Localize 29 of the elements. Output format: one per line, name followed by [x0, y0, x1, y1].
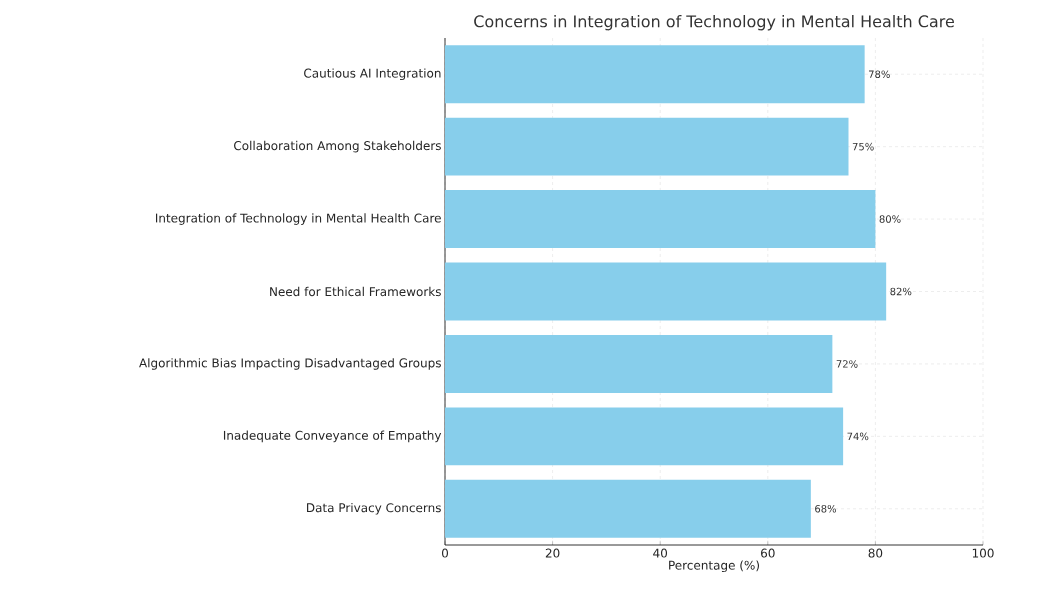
y-tick-label: Algorithmic Bias Impacting Disadvantaged Groups: [139, 358, 441, 370]
data-label: 75%: [852, 142, 874, 151]
data-label: 78%: [868, 70, 890, 78]
x-tick-label: 100: [972, 548, 994, 558]
bar: [445, 190, 876, 249]
x-tick-label: 40: [653, 548, 668, 558]
y-tick-label: Data Privacy Concerns: [307, 502, 441, 515]
data-label: 82%: [890, 287, 912, 296]
data-label: 68%: [815, 504, 837, 513]
data-label: 74%: [847, 432, 869, 441]
x-tick-label: 60: [761, 548, 775, 558]
y-tick-label: Need for Ethical Frameworks: [270, 286, 441, 297]
bar: [445, 479, 811, 538]
data-label: 72%: [836, 360, 858, 368]
y-tick-label: Integration of Technology in Mental Health Care: [155, 213, 441, 225]
bar: [445, 407, 844, 466]
bar: [445, 262, 887, 321]
y-tick-label: Cautious AI Integration: [304, 68, 441, 81]
chart-title: Concerns in Integration of Technology in Mental Health Care: [474, 14, 954, 31]
y-tick-label: Collaboration Among Stakeholders: [234, 140, 441, 153]
bar: [445, 334, 833, 393]
x-tick-label: 20: [545, 548, 560, 558]
bar: [445, 117, 849, 176]
x-tick-label: 80: [868, 548, 883, 558]
data-label: 80%: [879, 215, 901, 223]
y-tick-label: Inadequate Conveyance of Empathy: [223, 430, 442, 443]
x-tick-label: 0: [441, 548, 449, 558]
x-axis-title: Percentage (%): [669, 560, 760, 573]
bar: [445, 45, 865, 104]
